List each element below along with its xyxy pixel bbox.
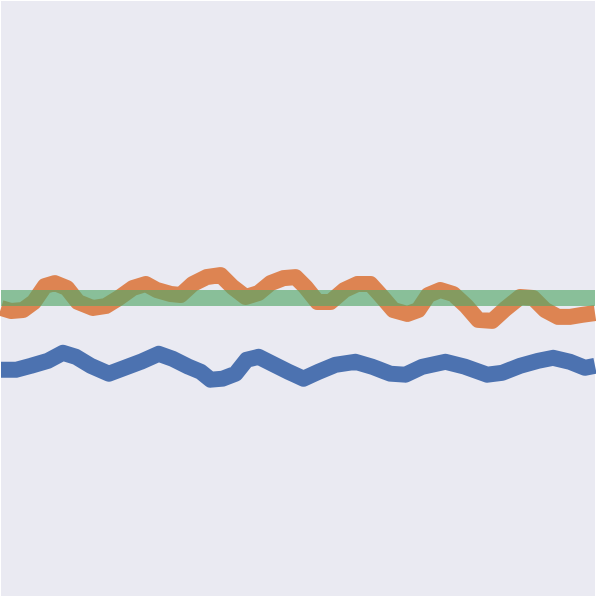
series-layer [0, 267, 596, 388]
series-line-3 [1, 344, 596, 388]
series-line-1 [0, 267, 596, 329]
